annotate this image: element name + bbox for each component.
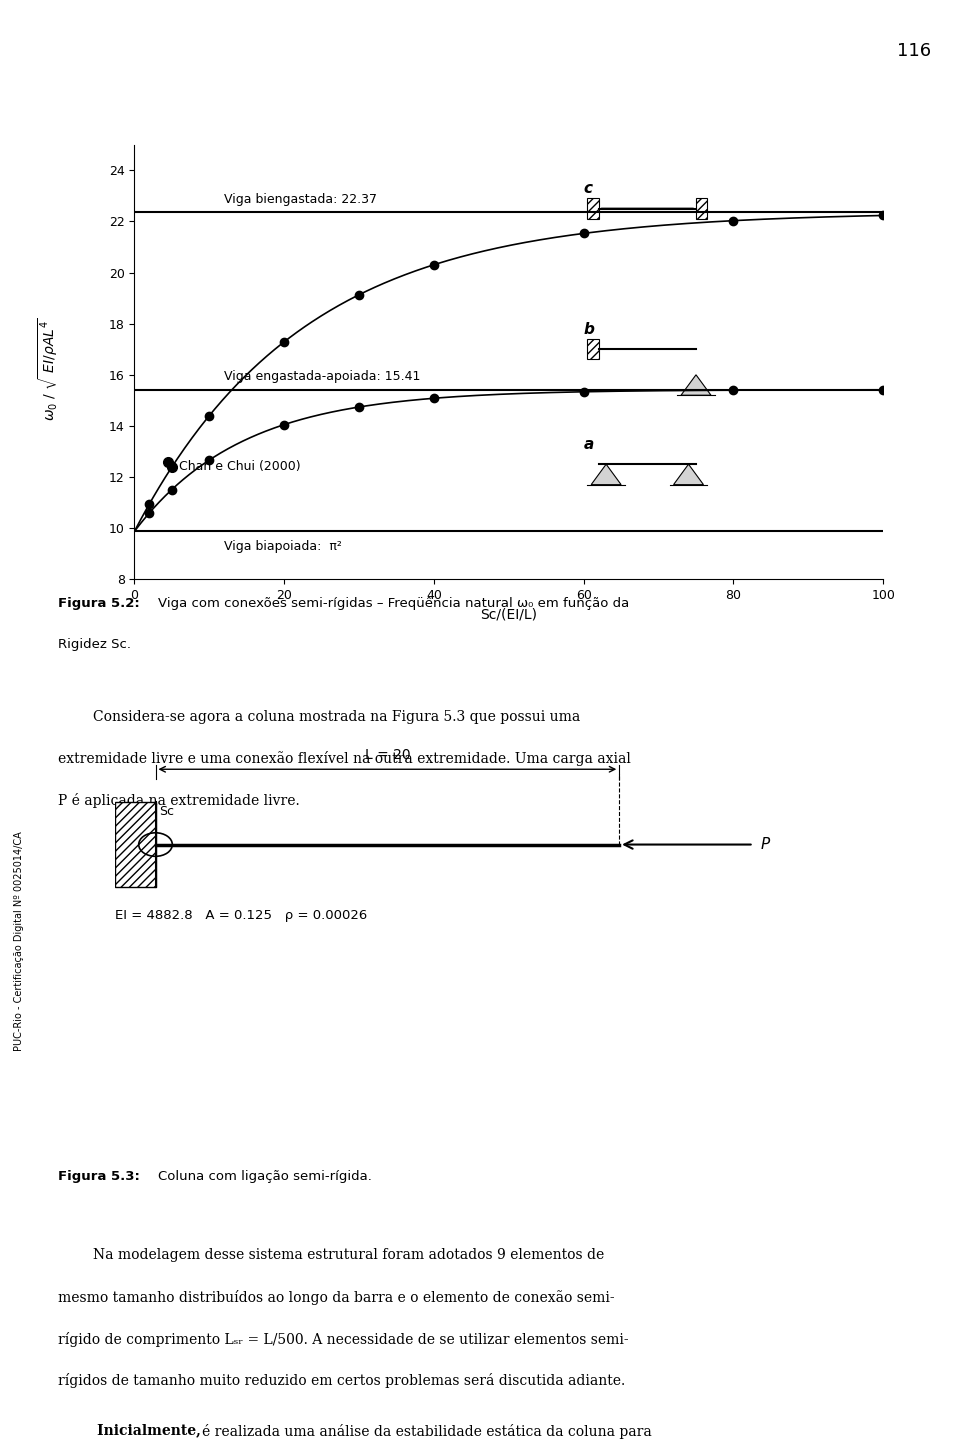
Text: b: b: [584, 321, 594, 337]
Bar: [115, 802, 156, 886]
Text: extremidade livre e uma conexão flexível na outra extremidade. Uma carga axial: extremidade livre e uma conexão flexível…: [58, 752, 631, 766]
Text: mesmo tamanho distribuídos ao longo da barra e o elemento de conexão semi-: mesmo tamanho distribuídos ao longo da b…: [58, 1290, 614, 1305]
Text: Sc: Sc: [158, 805, 174, 818]
Polygon shape: [681, 375, 711, 395]
Bar: [696, 198, 708, 219]
Text: Inicialmente,: Inicialmente,: [58, 1423, 201, 1438]
Text: Considera-se agora a coluna mostrada na Figura 5.3 que possui uma: Considera-se agora a coluna mostrada na …: [58, 710, 580, 724]
Text: rígido de comprimento Lₛᵣ = L/500. A necessidade de se utilizar elementos semi-: rígido de comprimento Lₛᵣ = L/500. A nec…: [58, 1332, 628, 1347]
Text: a: a: [584, 437, 594, 452]
Text: Rigidez Sc.: Rigidez Sc.: [58, 639, 131, 652]
Text: Viga engastada-apoiada: 15.41: Viga engastada-apoiada: 15.41: [225, 371, 420, 384]
Text: L = 20: L = 20: [365, 749, 410, 762]
Bar: [588, 198, 599, 219]
Text: Na modelagem desse sistema estrutural foram adotados 9 elementos de: Na modelagem desse sistema estrutural fo…: [58, 1248, 604, 1263]
Text: Viga biapoiada:  π²: Viga biapoiada: π²: [225, 540, 342, 553]
Polygon shape: [591, 465, 621, 485]
Text: Viga com conexões semi-rígidas – Freqüência natural ω₀ em função da: Viga com conexões semi-rígidas – Freqüên…: [158, 597, 630, 610]
Polygon shape: [674, 465, 704, 485]
Text: Viga biengastada: 22.37: Viga biengastada: 22.37: [225, 193, 377, 206]
Text: PUC-Rio - Certificação Digital Nº 0025014/CA: PUC-Rio - Certificação Digital Nº 002501…: [14, 831, 24, 1051]
Text: c: c: [584, 181, 592, 197]
Text: P é aplicada na extremidade livre.: P é aplicada na extremidade livre.: [58, 794, 300, 808]
Text: 116: 116: [897, 42, 931, 59]
Text: Chan e Chui (2000): Chan e Chui (2000): [180, 460, 300, 473]
Text: rígidos de tamanho muito reduzido em certos problemas será discutida adiante.: rígidos de tamanho muito reduzido em cer…: [58, 1373, 625, 1389]
Text: Figura 5.3:: Figura 5.3:: [58, 1170, 139, 1183]
Text: $\omega_0\ /\ \sqrt{\ EI/\rho AL^4}$: $\omega_0\ /\ \sqrt{\ EI/\rho AL^4}$: [36, 317, 60, 421]
Text: é realizada uma análise da estabilidade estática da coluna para: é realizada uma análise da estabilidade …: [202, 1423, 652, 1439]
Text: Coluna com ligação semi-rígida.: Coluna com ligação semi-rígida.: [158, 1170, 372, 1183]
Text: EI = 4882.8   A = 0.125   ρ = 0.00026: EI = 4882.8 A = 0.125 ρ = 0.00026: [115, 909, 368, 921]
X-axis label: Sc/(EI/L): Sc/(EI/L): [480, 608, 538, 621]
Text: P: P: [760, 837, 770, 851]
Text: Figura 5.2:: Figura 5.2:: [58, 597, 139, 610]
Bar: [588, 339, 599, 359]
